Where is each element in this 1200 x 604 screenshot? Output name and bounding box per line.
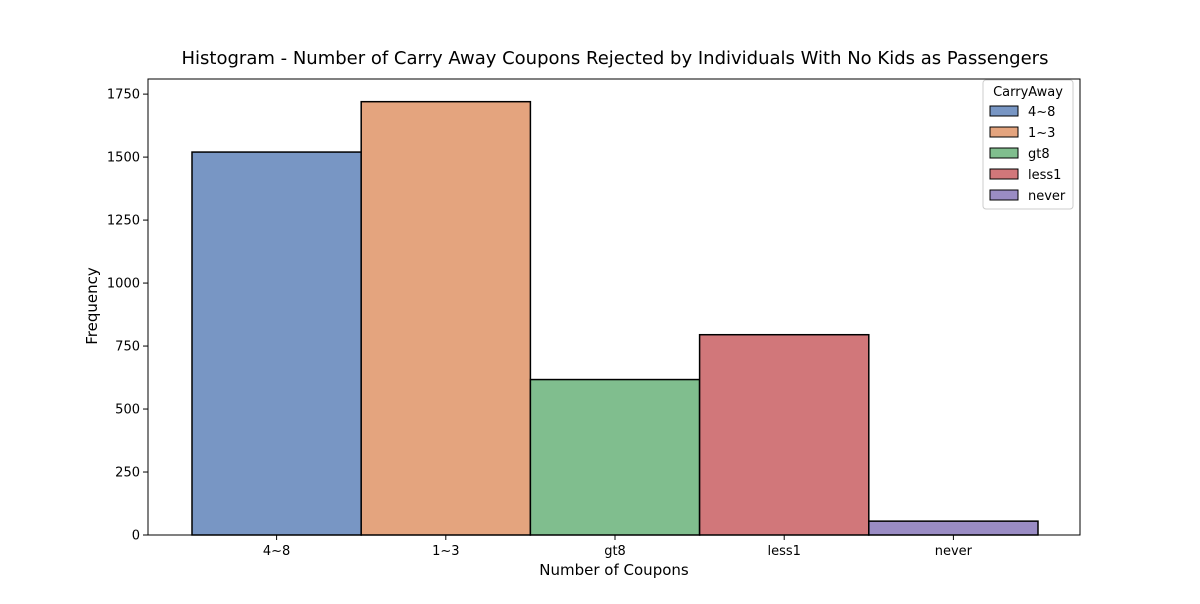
x-axis: 4~8 1~3 gt8 less1 never [263, 535, 973, 559]
y-tick-label: 500 [115, 403, 140, 418]
y-tick-label: 250 [115, 466, 140, 481]
bar-less1 [698, 333, 870, 536]
bar-never [868, 520, 1039, 536]
y-tick-label: 1000 [107, 277, 140, 292]
y-tick-label: 0 [132, 529, 140, 544]
x-axis-label: Number of Coupons [539, 561, 689, 579]
x-tick-label: 1~3 [432, 544, 459, 559]
y-axis-label: Frequency [83, 267, 101, 345]
x-tick-label: never [935, 544, 973, 559]
bars-layer [191, 100, 1039, 536]
legend-swatch-1~3 [989, 126, 1019, 138]
legend-label: 4~8 [1028, 105, 1055, 120]
chart-title: Histogram - Number of Carry Away Coupons… [182, 48, 1049, 69]
legend-label: less1 [1028, 168, 1061, 183]
x-tick-label: gt8 [604, 544, 626, 559]
bar-4~8 [191, 151, 362, 536]
y-tick-label: 750 [115, 340, 140, 355]
bar-1~3 [360, 100, 532, 536]
legend-swatch-4~8 [989, 105, 1019, 117]
y-tick-label: 1250 [107, 214, 140, 229]
legend-swatch-never [989, 189, 1019, 201]
x-tick-label: 4~8 [263, 544, 290, 559]
legend-label: never [1028, 189, 1066, 204]
x-tick-label: less1 [767, 544, 800, 559]
legend-label: gt8 [1028, 147, 1050, 162]
bar-gt8 [529, 378, 701, 536]
legend-label: 1~3 [1028, 126, 1055, 141]
y-axis: 0 250 500 750 1000 1250 1500 1750 [107, 88, 148, 544]
legend-title: CarryAway [993, 85, 1063, 100]
y-tick-label: 1750 [107, 88, 140, 103]
legend-swatch-less1 [989, 168, 1019, 180]
legend: CarryAway 4~8 1~3 gt8 less1 never [982, 79, 1074, 210]
plot-frame [147, 78, 1081, 536]
legend-swatch-gt8 [989, 147, 1019, 159]
y-tick-label: 1500 [107, 151, 140, 166]
